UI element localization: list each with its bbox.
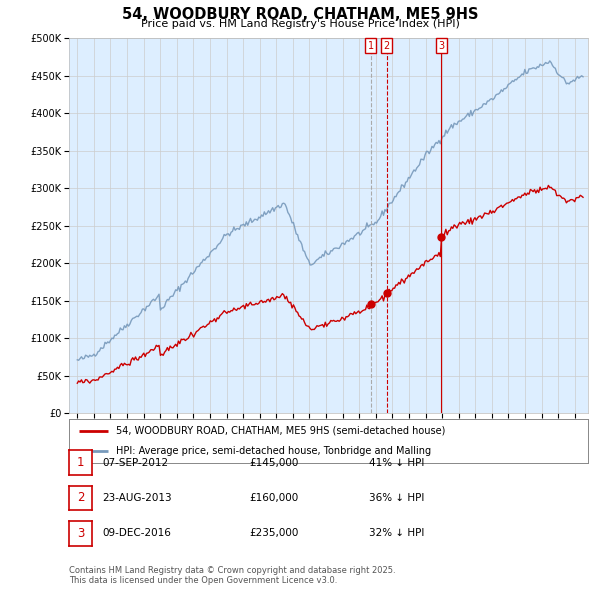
Text: 2: 2 — [77, 491, 84, 504]
Text: Price paid vs. HM Land Registry's House Price Index (HPI): Price paid vs. HM Land Registry's House … — [140, 19, 460, 30]
Text: 36% ↓ HPI: 36% ↓ HPI — [369, 493, 424, 503]
Text: 1: 1 — [77, 456, 84, 469]
Text: HPI: Average price, semi-detached house, Tonbridge and Malling: HPI: Average price, semi-detached house,… — [116, 446, 431, 456]
Text: £145,000: £145,000 — [249, 458, 298, 467]
Text: 3: 3 — [438, 41, 444, 51]
Text: £160,000: £160,000 — [249, 493, 298, 503]
Text: 2: 2 — [383, 41, 389, 51]
Text: 54, WOODBURY ROAD, CHATHAM, ME5 9HS: 54, WOODBURY ROAD, CHATHAM, ME5 9HS — [122, 7, 478, 22]
Text: 23-AUG-2013: 23-AUG-2013 — [102, 493, 172, 503]
Text: £235,000: £235,000 — [249, 529, 298, 538]
Text: 41% ↓ HPI: 41% ↓ HPI — [369, 458, 424, 467]
Text: 54, WOODBURY ROAD, CHATHAM, ME5 9HS (semi-detached house): 54, WOODBURY ROAD, CHATHAM, ME5 9HS (sem… — [116, 426, 445, 436]
Text: 1: 1 — [368, 41, 374, 51]
Text: 07-SEP-2012: 07-SEP-2012 — [102, 458, 168, 467]
Text: 3: 3 — [77, 527, 84, 540]
Text: Contains HM Land Registry data © Crown copyright and database right 2025.
This d: Contains HM Land Registry data © Crown c… — [69, 566, 395, 585]
Text: 09-DEC-2016: 09-DEC-2016 — [102, 529, 171, 538]
Text: 32% ↓ HPI: 32% ↓ HPI — [369, 529, 424, 538]
